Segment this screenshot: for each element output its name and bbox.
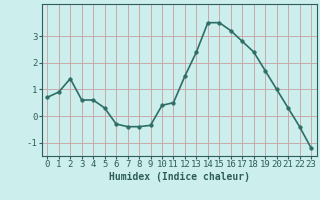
X-axis label: Humidex (Indice chaleur): Humidex (Indice chaleur)	[109, 172, 250, 182]
